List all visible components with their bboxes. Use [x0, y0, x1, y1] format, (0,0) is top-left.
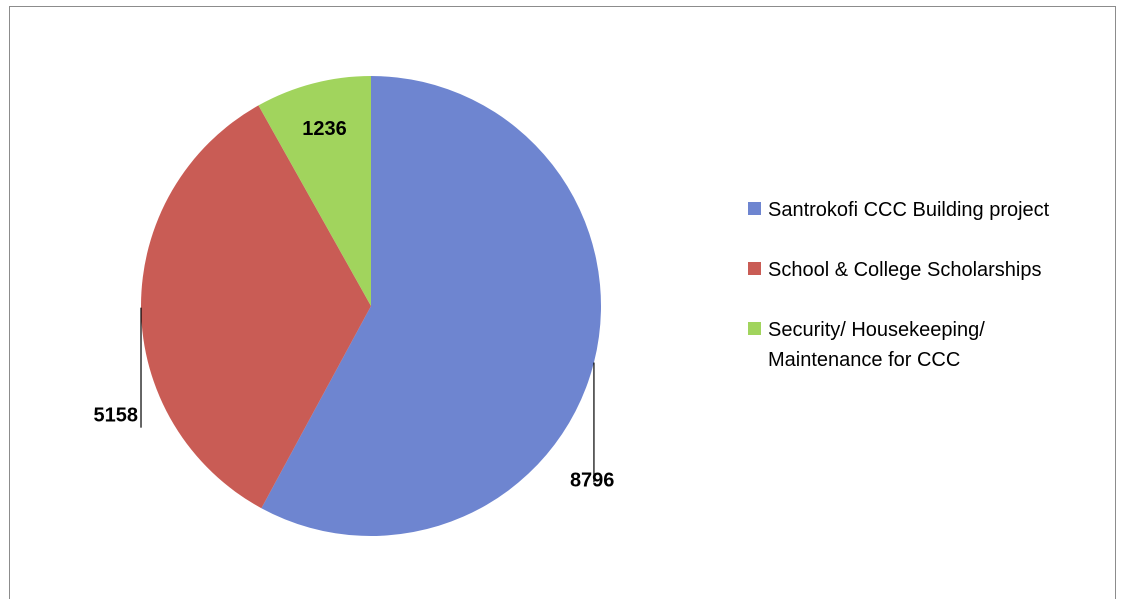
pie-slices: [141, 76, 602, 536]
legend-item-maintenance: Security/ Housekeeping/ Maintenance for …: [748, 315, 1108, 375]
legend-label-maintenance: Security/ Housekeeping/ Maintenance for …: [768, 319, 985, 371]
pie-slice-building-project: [261, 76, 602, 536]
pie-slice-scholarships: [141, 105, 371, 509]
data-label-maintenance: 1236: [302, 118, 347, 140]
legend-item-scholarships: School & College Scholarships: [748, 255, 1108, 285]
legend-swatch-building-project: [748, 202, 761, 215]
leader-lines: [140, 307, 595, 483]
legend-swatch-scholarships: [748, 262, 761, 275]
legend-label-scholarships: School & College Scholarships: [768, 259, 1042, 281]
legend-item-building-project: Santrokofi CCC Building project: [748, 195, 1108, 225]
data-labels: 8796 5158 1236: [94, 118, 615, 492]
pie-slice-maintenance: [258, 76, 371, 306]
legend-label-building-project: Santrokofi CCC Building project: [768, 199, 1050, 221]
legend: Santrokofi CCC Building project School &…: [748, 195, 1108, 405]
data-label-scholarships: 5158: [94, 405, 139, 427]
data-label-building-project: 8796: [570, 470, 615, 492]
legend-swatch-maintenance: [748, 322, 761, 335]
